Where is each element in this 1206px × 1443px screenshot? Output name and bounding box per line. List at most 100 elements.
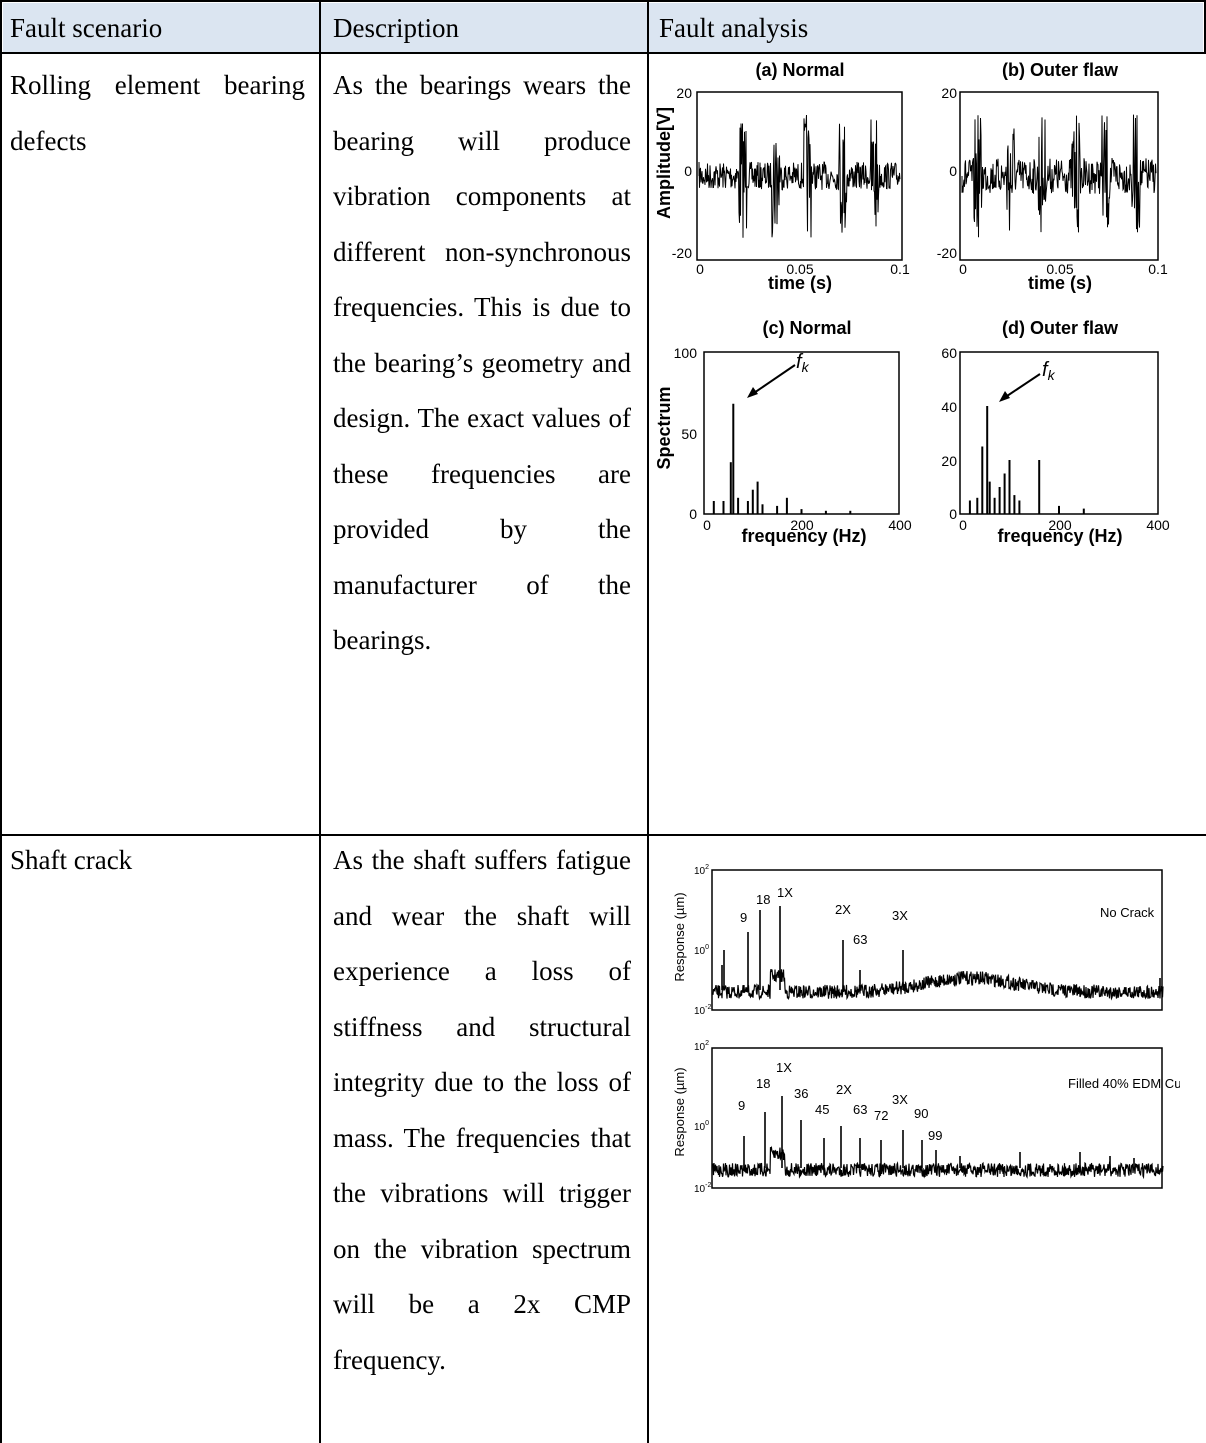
panel-d-ytick-3: 0 xyxy=(949,506,957,522)
panel-b-ytick-mid: 0 xyxy=(949,163,957,179)
panel-c-ylabel: Spectrum xyxy=(654,386,674,469)
panel-b-xtick-2: 0.1 xyxy=(1148,261,1168,277)
signal-trace xyxy=(698,114,901,238)
panel-c-arrow xyxy=(750,364,796,396)
panel-c-xlabel: frequency (Hz) xyxy=(741,526,866,546)
panel-d-xtick-1: 200 xyxy=(1048,517,1072,533)
crack-top-peak-label-3x: 3X xyxy=(892,908,908,923)
crack-bottom-peak-label-45: 45 xyxy=(815,1102,829,1117)
crack-top-ytick-2: 10-2 xyxy=(694,1004,711,1017)
panel-a-ytick-top: 20 xyxy=(676,85,692,101)
panel-a-xtick-1: 0.05 xyxy=(786,261,813,277)
crack-bottom-ytick-1: 100 xyxy=(694,1120,709,1133)
crack-top-peak-label-18: 18 xyxy=(756,892,770,907)
crack-bottom-peak-label-36: 36 xyxy=(794,1086,808,1101)
crack-bottom-ytick-0: 102 xyxy=(694,1040,709,1053)
table-col-divider-2 xyxy=(647,0,649,1443)
panel-a-axes xyxy=(696,91,903,261)
crack-bottom-peak-label-63: 63 xyxy=(853,1102,867,1117)
table-border-right xyxy=(1204,0,1206,53)
panel-a-xtick-2: 0.1 xyxy=(890,261,910,277)
crack-bottom-peak-label-2x: 2X xyxy=(836,1082,852,1097)
panel-a-ylabel: Amplitude[V] xyxy=(654,107,674,219)
panel-b-xlabel: time (s) xyxy=(1028,273,1092,293)
panel-d-arrow xyxy=(1003,373,1041,399)
table-row-divider xyxy=(0,834,1206,836)
crack-bottom-ytick-2: 10-2 xyxy=(694,1182,711,1195)
panel-c-ytick-mid: 50 xyxy=(681,426,697,442)
crack-bottom-axes xyxy=(711,1047,1163,1189)
panel-d-xlabel: frequency (Hz) xyxy=(997,526,1122,546)
crack-bottom-peak-label-18: 18 xyxy=(756,1076,770,1091)
panel-a-xlabel: time (s) xyxy=(768,273,832,293)
panel-c-arrowhead xyxy=(747,387,758,398)
bearing-figure: (a) Normal Amplitude[V] 20 0 -20 0 0.05 … xyxy=(654,60,1170,546)
row1-scenario: Rolling element bearing defects xyxy=(10,70,305,156)
panel-c-ytick-bottom: 0 xyxy=(689,506,697,522)
panel-c-title: (c) Normal xyxy=(762,318,851,338)
panel-d-title: (d) Outer flaw xyxy=(1002,318,1119,338)
header-description: Description xyxy=(333,13,459,43)
header-fault-analysis: Fault analysis xyxy=(659,13,809,43)
panel-d-arrowhead xyxy=(999,391,1010,402)
panel-d-ytick-1: 40 xyxy=(941,399,957,415)
panel-d-xtick-2: 400 xyxy=(1146,517,1170,533)
crack-top-peak-label-63: 63 xyxy=(853,932,867,947)
panel-c-xtick-1: 200 xyxy=(790,517,814,533)
crack-top-spectrum xyxy=(712,906,1164,1001)
crack-bottom-ylabel: Response (µm) xyxy=(672,1067,687,1156)
crack-top-peak-label-2x: 2X xyxy=(835,902,851,917)
panel-a-xtick-0: 0 xyxy=(696,261,704,277)
crack-bottom-peak-label-90: 90 xyxy=(914,1106,928,1121)
panel-c-annotation: fk xyxy=(796,351,810,375)
crack-top-peak-label-9: 9 xyxy=(740,910,747,925)
panel-a-ytick-mid: 0 xyxy=(684,163,692,179)
table-header-divider xyxy=(0,52,1206,54)
header-fault-scenario: Fault scenario xyxy=(10,13,163,43)
panel-b-axes xyxy=(959,91,1159,261)
crack-figure: Response (µm) 102 100 10-2 No Crack 9 18… xyxy=(672,864,1180,1195)
crack-bottom-peak-label-72: 72 xyxy=(874,1108,888,1123)
panel-c-ytick-top: 100 xyxy=(674,345,698,361)
panel-b-xtick-0: 0 xyxy=(959,261,967,277)
table-border-left xyxy=(0,0,2,1443)
signal-trace xyxy=(961,114,1157,238)
panel-b-title: (b) Outer flaw xyxy=(1002,60,1119,80)
crack-bottom-peak-label-9: 9 xyxy=(738,1098,745,1113)
crack-bottom-peak-label-3x: 3X xyxy=(892,1092,908,1107)
noise-floor xyxy=(712,1145,1164,1180)
row1-description: As the bearings wears the bearing will p… xyxy=(333,70,631,655)
panel-d-ytick-0: 60 xyxy=(941,345,957,361)
panel-b-xtick-1: 0.05 xyxy=(1046,261,1073,277)
crack-bottom-legend: Filled 40% EDM Cut xyxy=(1068,1076,1180,1091)
crack-top-ylabel: Response (µm) xyxy=(672,892,687,981)
crack-top-legend: No Crack xyxy=(1100,905,1155,920)
panel-d-annotation: fk xyxy=(1042,359,1056,383)
table-header-row xyxy=(3,3,1203,52)
crack-bottom-peak-label-1x: 1X xyxy=(776,1060,792,1075)
crack-top-peak-label-1x: 1X xyxy=(777,885,793,900)
panel-b-signal xyxy=(961,114,1157,238)
panel-d-ytick-2: 20 xyxy=(941,453,957,469)
panel-b-ytick-top: 20 xyxy=(941,85,957,101)
row2-description: As the shaft suffers fatigue and wear th… xyxy=(333,845,631,1375)
crack-top-ytick-0: 102 xyxy=(694,864,709,877)
panel-b-ytick-bottom: -20 xyxy=(937,245,957,261)
crack-top-axes xyxy=(711,869,1163,1011)
panel-a-signal xyxy=(698,114,901,238)
panel-d-xtick-0: 0 xyxy=(959,517,967,533)
panel-c-xtick-2: 400 xyxy=(888,517,912,533)
panel-d-bars xyxy=(968,406,1085,514)
panel-a-title: (a) Normal xyxy=(755,60,844,80)
table-border-top xyxy=(0,0,1206,2)
panel-c-bars xyxy=(712,403,852,514)
panel-a-ytick-bottom: -20 xyxy=(672,245,692,261)
table-col-divider-1 xyxy=(319,0,321,1443)
noise-floor xyxy=(712,968,1164,1001)
crack-bottom-peak-label-99: 99 xyxy=(928,1128,942,1143)
crack-bottom-spectrum xyxy=(712,1096,1164,1180)
panel-c-xtick-0: 0 xyxy=(703,517,711,533)
crack-top-ytick-1: 100 xyxy=(694,944,709,957)
row2-scenario: Shaft crack xyxy=(10,845,133,875)
